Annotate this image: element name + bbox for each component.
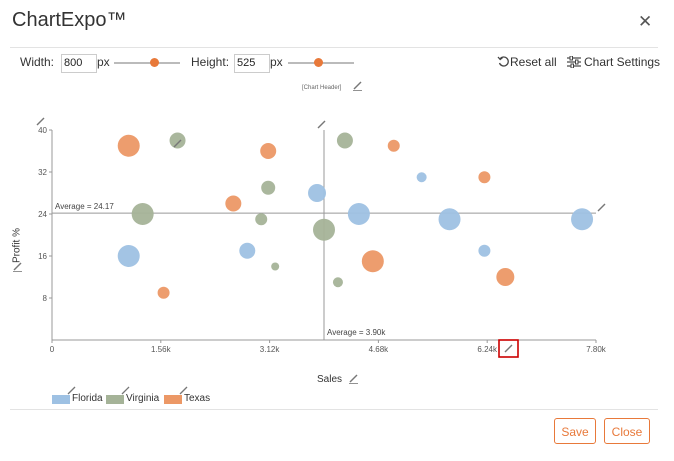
x-tick-label: 1.56k <box>151 345 172 354</box>
bubble-florida <box>308 184 327 202</box>
width-unit: px <box>97 55 110 69</box>
legend-label-texas[interactable]: Texas <box>184 393 211 404</box>
bubble-florida <box>438 208 461 231</box>
bubble-texas <box>225 195 242 212</box>
app-title: ChartExpo™ <box>12 9 127 31</box>
bubble-florida <box>478 244 491 257</box>
legend-label-florida[interactable]: Florida <box>72 393 103 404</box>
edit-y-label-pencil-icon[interactable] <box>12 261 23 272</box>
legend-swatch-florida <box>52 395 70 404</box>
average-x-label: Average = 3.90k <box>327 328 386 337</box>
edit-y-max-pencil-icon[interactable] <box>36 117 45 126</box>
bubble-texas <box>117 134 140 157</box>
x-tick-label: 3.12k <box>260 345 281 354</box>
footer-divider <box>10 409 658 410</box>
legend-virginia-pencil-icon[interactable] <box>121 386 130 395</box>
bubble-texas <box>260 143 277 159</box>
highlight-box <box>498 339 519 358</box>
bubble-florida <box>117 245 140 267</box>
legend-swatch-virginia <box>106 395 124 404</box>
edit-avg-y-pencil-icon[interactable] <box>597 203 606 212</box>
bubble-texas <box>361 250 384 273</box>
bubble-florida <box>239 242 256 259</box>
y-tick-label: 8 <box>43 294 48 303</box>
close-button[interactable]: Close <box>604 418 650 444</box>
header-divider <box>10 47 658 48</box>
bubble-texas <box>157 286 170 299</box>
y-tick-label: 24 <box>38 210 47 219</box>
x-tick-label: 6.24k <box>477 345 498 354</box>
bubble-virginia <box>255 213 268 226</box>
y-tick-label: 16 <box>38 252 47 261</box>
close-icon[interactable]: ✕ <box>638 12 653 31</box>
y-tick-label: 40 <box>38 126 47 135</box>
x-axis-label: Sales <box>317 374 343 385</box>
settings-sliders-icon <box>567 55 581 69</box>
height-slider-knob[interactable] <box>313 58 323 67</box>
chart-settings-label: Chart Settings <box>584 55 661 69</box>
bubble-virginia <box>313 218 335 241</box>
height-input[interactable]: 525 <box>234 54 270 73</box>
bubble-texas <box>387 139 400 152</box>
y-tick-label: 32 <box>38 168 47 177</box>
reset-icon <box>497 56 509 67</box>
bubble-virginia <box>169 132 186 149</box>
x-tick-label: 4.68k <box>369 345 390 354</box>
legend-swatch-texas <box>164 395 182 404</box>
save-button[interactable]: Save <box>554 418 596 444</box>
bubble-virginia <box>131 203 154 225</box>
x-tick-label: 0 <box>50 345 55 354</box>
bubble-texas <box>496 268 515 286</box>
edit-x-tick-pencil-icon[interactable] <box>504 344 513 353</box>
bubble-florida <box>571 208 594 231</box>
edit-point-pencil-icon[interactable] <box>173 139 182 148</box>
chart-settings-button[interactable]: Chart Settings <box>567 55 660 69</box>
edit-avg-x-pencil-icon[interactable] <box>317 120 326 129</box>
legend-texas-pencil-icon[interactable] <box>179 386 188 395</box>
width-input[interactable]: 800 <box>61 54 97 73</box>
bubble-virginia <box>261 180 276 195</box>
height-label: Height: <box>191 55 230 69</box>
reset-all-label: Reset all <box>510 55 557 69</box>
scatter-chart: 8 16 24 32 40 0 1.56k 3.12k 4.68k 6.24k 7.80k Avera… <box>36 117 607 358</box>
width-slider[interactable] <box>114 62 180 64</box>
x-tick-label: 7.80k <box>586 345 607 354</box>
bubble-florida <box>416 172 427 183</box>
bubble-florida <box>347 203 370 225</box>
width-slider-knob[interactable] <box>149 58 159 67</box>
height-unit: px <box>270 55 283 69</box>
edit-x-label-pencil-icon[interactable] <box>348 373 359 384</box>
bubble-texas <box>478 171 491 184</box>
average-y-label: Average = 24.17 <box>55 202 114 211</box>
bubble-virginia <box>332 277 343 288</box>
legend-florida-pencil-icon[interactable] <box>67 386 76 395</box>
edit-header-pencil-icon[interactable] <box>352 80 363 91</box>
legend-label-virginia[interactable]: Virginia <box>126 393 160 404</box>
width-label: Width: <box>20 55 55 69</box>
reset-all-button[interactable]: Reset all <box>497 55 557 69</box>
chart-header-placeholder[interactable]: [Chart Header] <box>302 85 342 91</box>
bubble-virginia <box>271 262 280 271</box>
bubble-virginia <box>336 132 353 149</box>
